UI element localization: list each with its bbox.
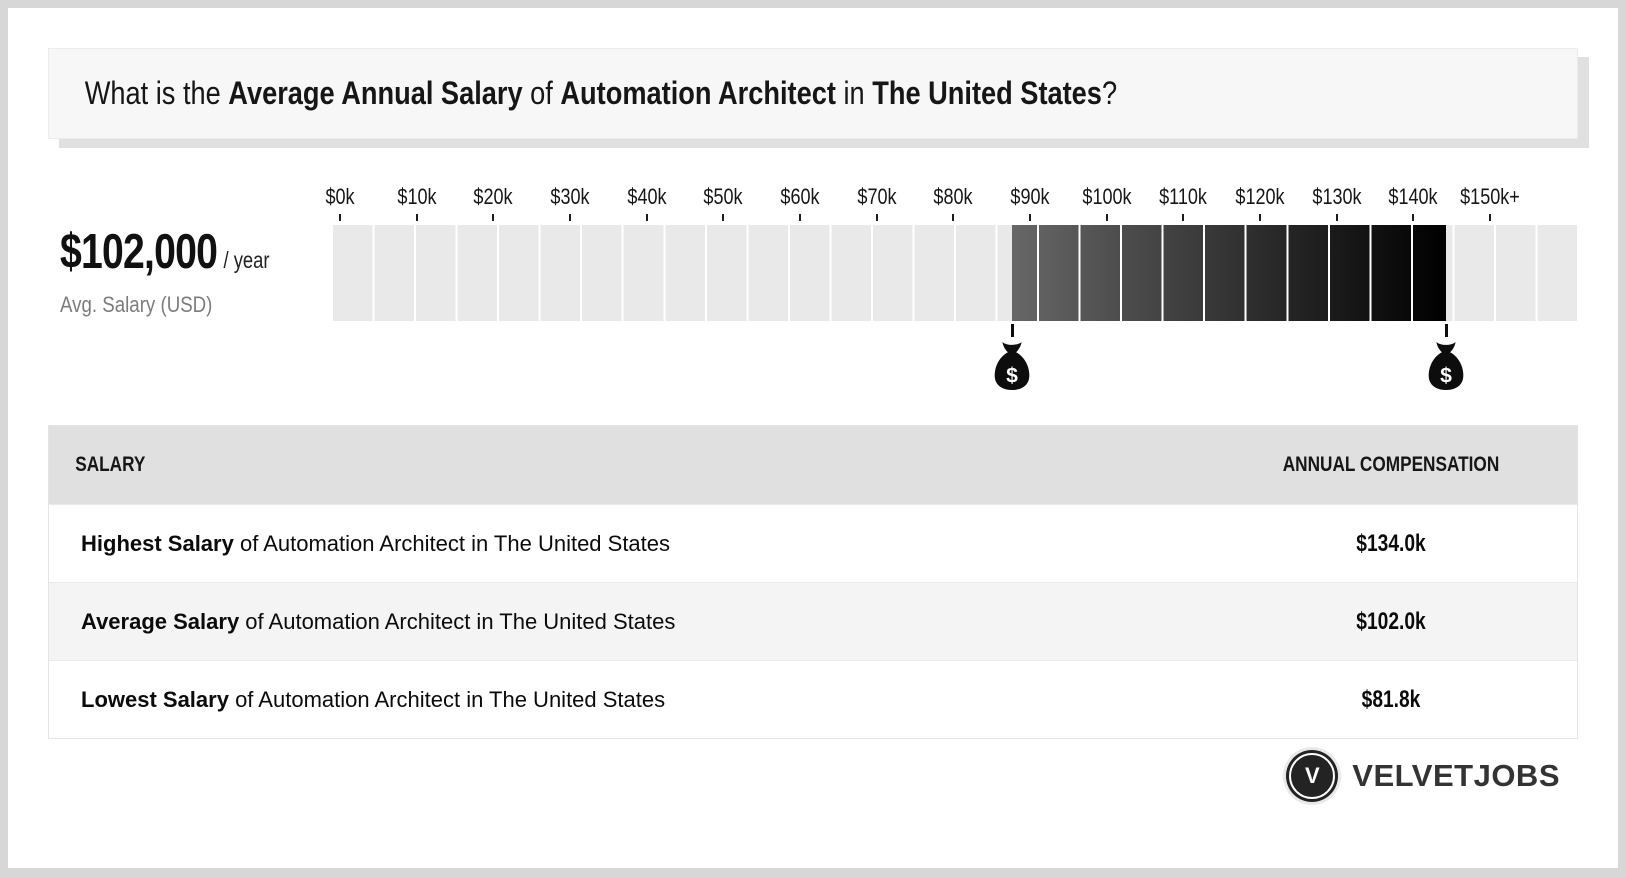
row-label-rest: of Automation Architect in The United St…	[233, 530, 671, 556]
axis-tick	[799, 214, 801, 221]
average-salary-line: $102,000/ year	[60, 224, 276, 280]
row-label-rest: of Automation Architect in The United St…	[239, 608, 676, 634]
axis-tick	[569, 214, 571, 221]
axis-tick	[645, 214, 648, 221]
title-segment: What is the	[84, 75, 229, 111]
axis-tick	[415, 214, 418, 221]
axis-tick	[1335, 214, 1338, 221]
axis-label: $60k	[780, 184, 820, 209]
axis-tick	[1029, 214, 1031, 221]
average-salary-period: / year	[223, 247, 270, 273]
axis-label: $80k	[933, 184, 973, 209]
title-segment: Automation Architect	[560, 75, 836, 111]
axis-label: $90k	[1010, 184, 1050, 209]
infographic-card: What is the Average Annual Salary of Aut…	[8, 8, 1618, 868]
salary-marker: $	[991, 324, 1033, 396]
axis-tick	[492, 214, 495, 221]
salary-bar	[333, 225, 1579, 321]
salary-marker: $	[1425, 324, 1467, 396]
velvetjobs-logo: V VELVETJOBS	[1286, 750, 1560, 802]
axis-tick	[1182, 214, 1185, 221]
row-value: $102.0k	[1356, 607, 1426, 635]
axis-labels: $0k $10k $20k $30k $40k $50k $60k $70k $80k $90k $…	[325, 184, 1579, 212]
title-segment: The United States	[872, 75, 1102, 111]
salary-markers: $ $	[333, 324, 1579, 404]
axis-tick	[952, 214, 955, 221]
money-bag-icon: $	[1425, 341, 1467, 396]
row-value: $81.8k	[1361, 685, 1421, 713]
title-box: What is the Average Annual Salary of Aut…	[48, 48, 1578, 139]
table-row: Lowest Salary of Automation Architect in…	[49, 660, 1577, 738]
axis-tick	[875, 214, 878, 221]
row-label: Lowest Salary of Automation Architect in…	[49, 687, 665, 713]
column-header-annual-compensation: ANNUAL COMPENSATION	[1282, 453, 1500, 476]
axis-label: $40k	[627, 184, 667, 209]
title-segment: ?	[1101, 75, 1118, 111]
table-body: Highest Salary of Automation Architect i…	[49, 504, 1577, 738]
row-label-bold: Highest Salary	[81, 530, 234, 556]
page-title: What is the Average Annual Salary of Aut…	[49, 75, 1117, 112]
average-salary-caption: Avg. Salary (USD)	[60, 292, 213, 317]
axis-label: $30k	[550, 184, 590, 209]
average-salary-amount: $102,000	[60, 225, 218, 279]
axis-tick	[1259, 214, 1261, 221]
axis-label: $100k	[1082, 184, 1132, 209]
marker-dash	[1444, 324, 1448, 337]
velvetjobs-logo-text: VELVETJOBS	[1352, 758, 1560, 793]
axis-tick	[339, 214, 341, 221]
axis-label: $10k	[397, 184, 437, 209]
column-header-salary: SALARY	[75, 453, 146, 476]
axis-label: $50k	[703, 184, 743, 209]
axis-label: $120k	[1235, 184, 1285, 209]
axis-label: $110k	[1159, 184, 1208, 209]
row-label-bold: Average Salary	[81, 608, 240, 634]
title-segment: of	[522, 75, 561, 111]
money-bag-icon: $	[991, 341, 1033, 396]
axis-label: $130k	[1312, 184, 1362, 209]
table-header: SALARY ANNUAL COMPENSATION	[49, 426, 1577, 504]
axis-label: $0k	[325, 184, 355, 209]
title-segment: Average Annual Salary	[228, 75, 523, 111]
axis-tick	[1105, 214, 1108, 221]
row-label: Highest Salary of Automation Architect i…	[49, 531, 670, 557]
velvetjobs-logo-icon: V	[1286, 750, 1339, 802]
axis-label: $70k	[857, 184, 897, 209]
table-row: Highest Salary of Automation Architect i…	[49, 504, 1577, 582]
axis-label: $150k+	[1460, 184, 1520, 209]
row-label-rest: of Automation Architect in The United St…	[228, 686, 666, 712]
axis-label: $140k	[1388, 184, 1438, 209]
svg-text:$: $	[1007, 364, 1019, 387]
title-segment: in	[835, 75, 873, 111]
axis-tick	[1412, 214, 1415, 221]
axis-ticks	[333, 214, 1579, 222]
salary-table: SALARY ANNUAL COMPENSATION Highest Salar…	[48, 425, 1578, 739]
table-row: Average Salary of Automation Architect i…	[49, 582, 1577, 660]
svg-text:$: $	[1440, 364, 1452, 387]
marker-dash	[1010, 324, 1014, 337]
axis-tick	[722, 214, 725, 221]
axis-tick	[1489, 214, 1491, 221]
average-salary-stat: $102,000/ year Avg. Salary (USD)	[60, 224, 330, 318]
salary-highlight-range	[1012, 225, 1447, 321]
row-value: $134.0k	[1356, 529, 1426, 557]
row-label: Average Salary of Automation Architect i…	[49, 609, 675, 635]
logo-monogram: V	[1304, 763, 1320, 788]
axis-label: $20k	[473, 184, 513, 209]
row-label-bold: Lowest Salary	[81, 686, 229, 712]
